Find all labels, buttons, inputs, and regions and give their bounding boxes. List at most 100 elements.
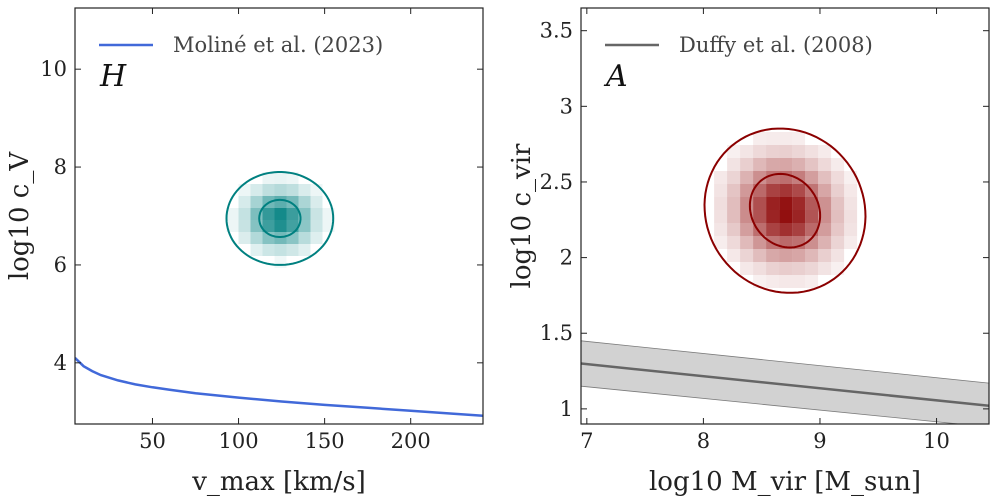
density-cell	[238, 208, 251, 220]
plot-area	[581, 127, 989, 424]
density-cell	[831, 236, 845, 249]
x-tick-label: 50	[139, 429, 166, 453]
x-tick-label: 7	[580, 429, 593, 453]
density-cell	[766, 132, 780, 145]
density-cell	[753, 262, 767, 275]
density-cell	[250, 184, 263, 196]
density-cell	[779, 184, 793, 197]
density-cell	[766, 171, 780, 184]
density-cell	[792, 223, 806, 236]
density-cell	[727, 184, 741, 197]
density-cell	[250, 244, 263, 256]
density-cell	[727, 236, 741, 249]
density-cell	[753, 171, 767, 184]
y-tick-label: 3.5	[540, 19, 573, 43]
density-cell	[766, 158, 780, 171]
density-cell	[779, 249, 793, 262]
density-cell	[844, 223, 858, 236]
density-cell	[250, 196, 263, 208]
plot-area	[75, 171, 483, 417]
density-cell	[831, 262, 845, 275]
y-tick-label: 4	[54, 351, 67, 375]
density-cell	[792, 132, 806, 145]
density-cell	[805, 236, 819, 249]
density-cell	[740, 262, 754, 275]
density-cell	[310, 208, 323, 220]
density-cell	[831, 171, 845, 184]
density-heatmap	[226, 172, 335, 268]
x-tick-label: 100	[218, 429, 258, 453]
density-cell	[298, 196, 311, 208]
density-cell	[831, 249, 845, 262]
x-tick-label: 10	[923, 429, 950, 453]
density-cell	[274, 184, 287, 196]
density-cell	[727, 249, 741, 262]
density-cell	[298, 208, 311, 220]
density-cell	[727, 210, 741, 223]
density-cell	[238, 232, 251, 244]
density-cell	[298, 184, 311, 196]
density-cell	[792, 249, 806, 262]
density-cell	[805, 171, 819, 184]
density-cell	[831, 158, 845, 171]
density-cell	[740, 249, 754, 262]
density-cell	[818, 184, 832, 197]
density-cell	[727, 197, 741, 210]
density-cell	[792, 275, 806, 288]
density-cell	[805, 249, 819, 262]
y-axis-label: log10 c_V	[5, 151, 35, 281]
density-cell	[740, 158, 754, 171]
x-tick-label: 150	[305, 429, 345, 453]
density-cell	[792, 197, 806, 210]
density-cell	[831, 223, 845, 236]
density-cell	[766, 249, 780, 262]
density-cell	[779, 158, 793, 171]
density-cell	[805, 262, 819, 275]
outer-contour	[703, 127, 867, 294]
density-cell	[740, 223, 754, 236]
density-cell	[779, 197, 793, 210]
density-cell	[274, 172, 287, 184]
density-cell	[727, 171, 741, 184]
density-cell	[818, 223, 832, 236]
density-cell	[727, 158, 741, 171]
density-cell	[753, 210, 767, 223]
density-cell	[779, 223, 793, 236]
density-cell	[286, 208, 299, 220]
panel-left: 50 100 150 200 4 6 8 10 v_max [km/s] log10 c_V Mol…	[5, 7, 484, 497]
density-cell	[792, 210, 806, 223]
density-cell	[286, 244, 299, 256]
density-cell	[766, 145, 780, 158]
density-cell	[831, 184, 845, 197]
density-cell	[310, 232, 323, 244]
density-cell	[298, 232, 311, 244]
density-cell	[779, 145, 793, 158]
density-cell	[298, 244, 311, 256]
panel-right: 7 8 9 10 1 1.5 2 2.5 3 3.5 log10 M_vir [M_sun] log1…	[507, 7, 990, 497]
density-cell	[766, 184, 780, 197]
legend-label: Duffy et al. (2008)	[679, 33, 873, 57]
inner-contour	[748, 172, 822, 249]
density-cell	[740, 236, 754, 249]
density-cell	[818, 145, 832, 158]
y-tick-label: 2.5	[540, 170, 573, 194]
density-cell	[792, 262, 806, 275]
density-cell	[262, 184, 275, 196]
axes-frame	[580, 7, 990, 425]
density-cell	[714, 171, 728, 184]
y-axis-label: log10 c_vir	[507, 143, 537, 289]
x-tick-label: 8	[697, 429, 710, 453]
density-cell	[714, 184, 728, 197]
density-cell	[792, 158, 806, 171]
density-cell	[753, 145, 767, 158]
density-cell	[844, 210, 858, 223]
density-cell	[831, 197, 845, 210]
density-cell	[250, 232, 263, 244]
density-cell	[818, 171, 832, 184]
density-cell	[805, 197, 819, 210]
x-axis-label: v_max [km/s]	[191, 467, 366, 497]
density-cell	[262, 208, 275, 220]
density-cell	[766, 210, 780, 223]
density-cell	[714, 210, 728, 223]
